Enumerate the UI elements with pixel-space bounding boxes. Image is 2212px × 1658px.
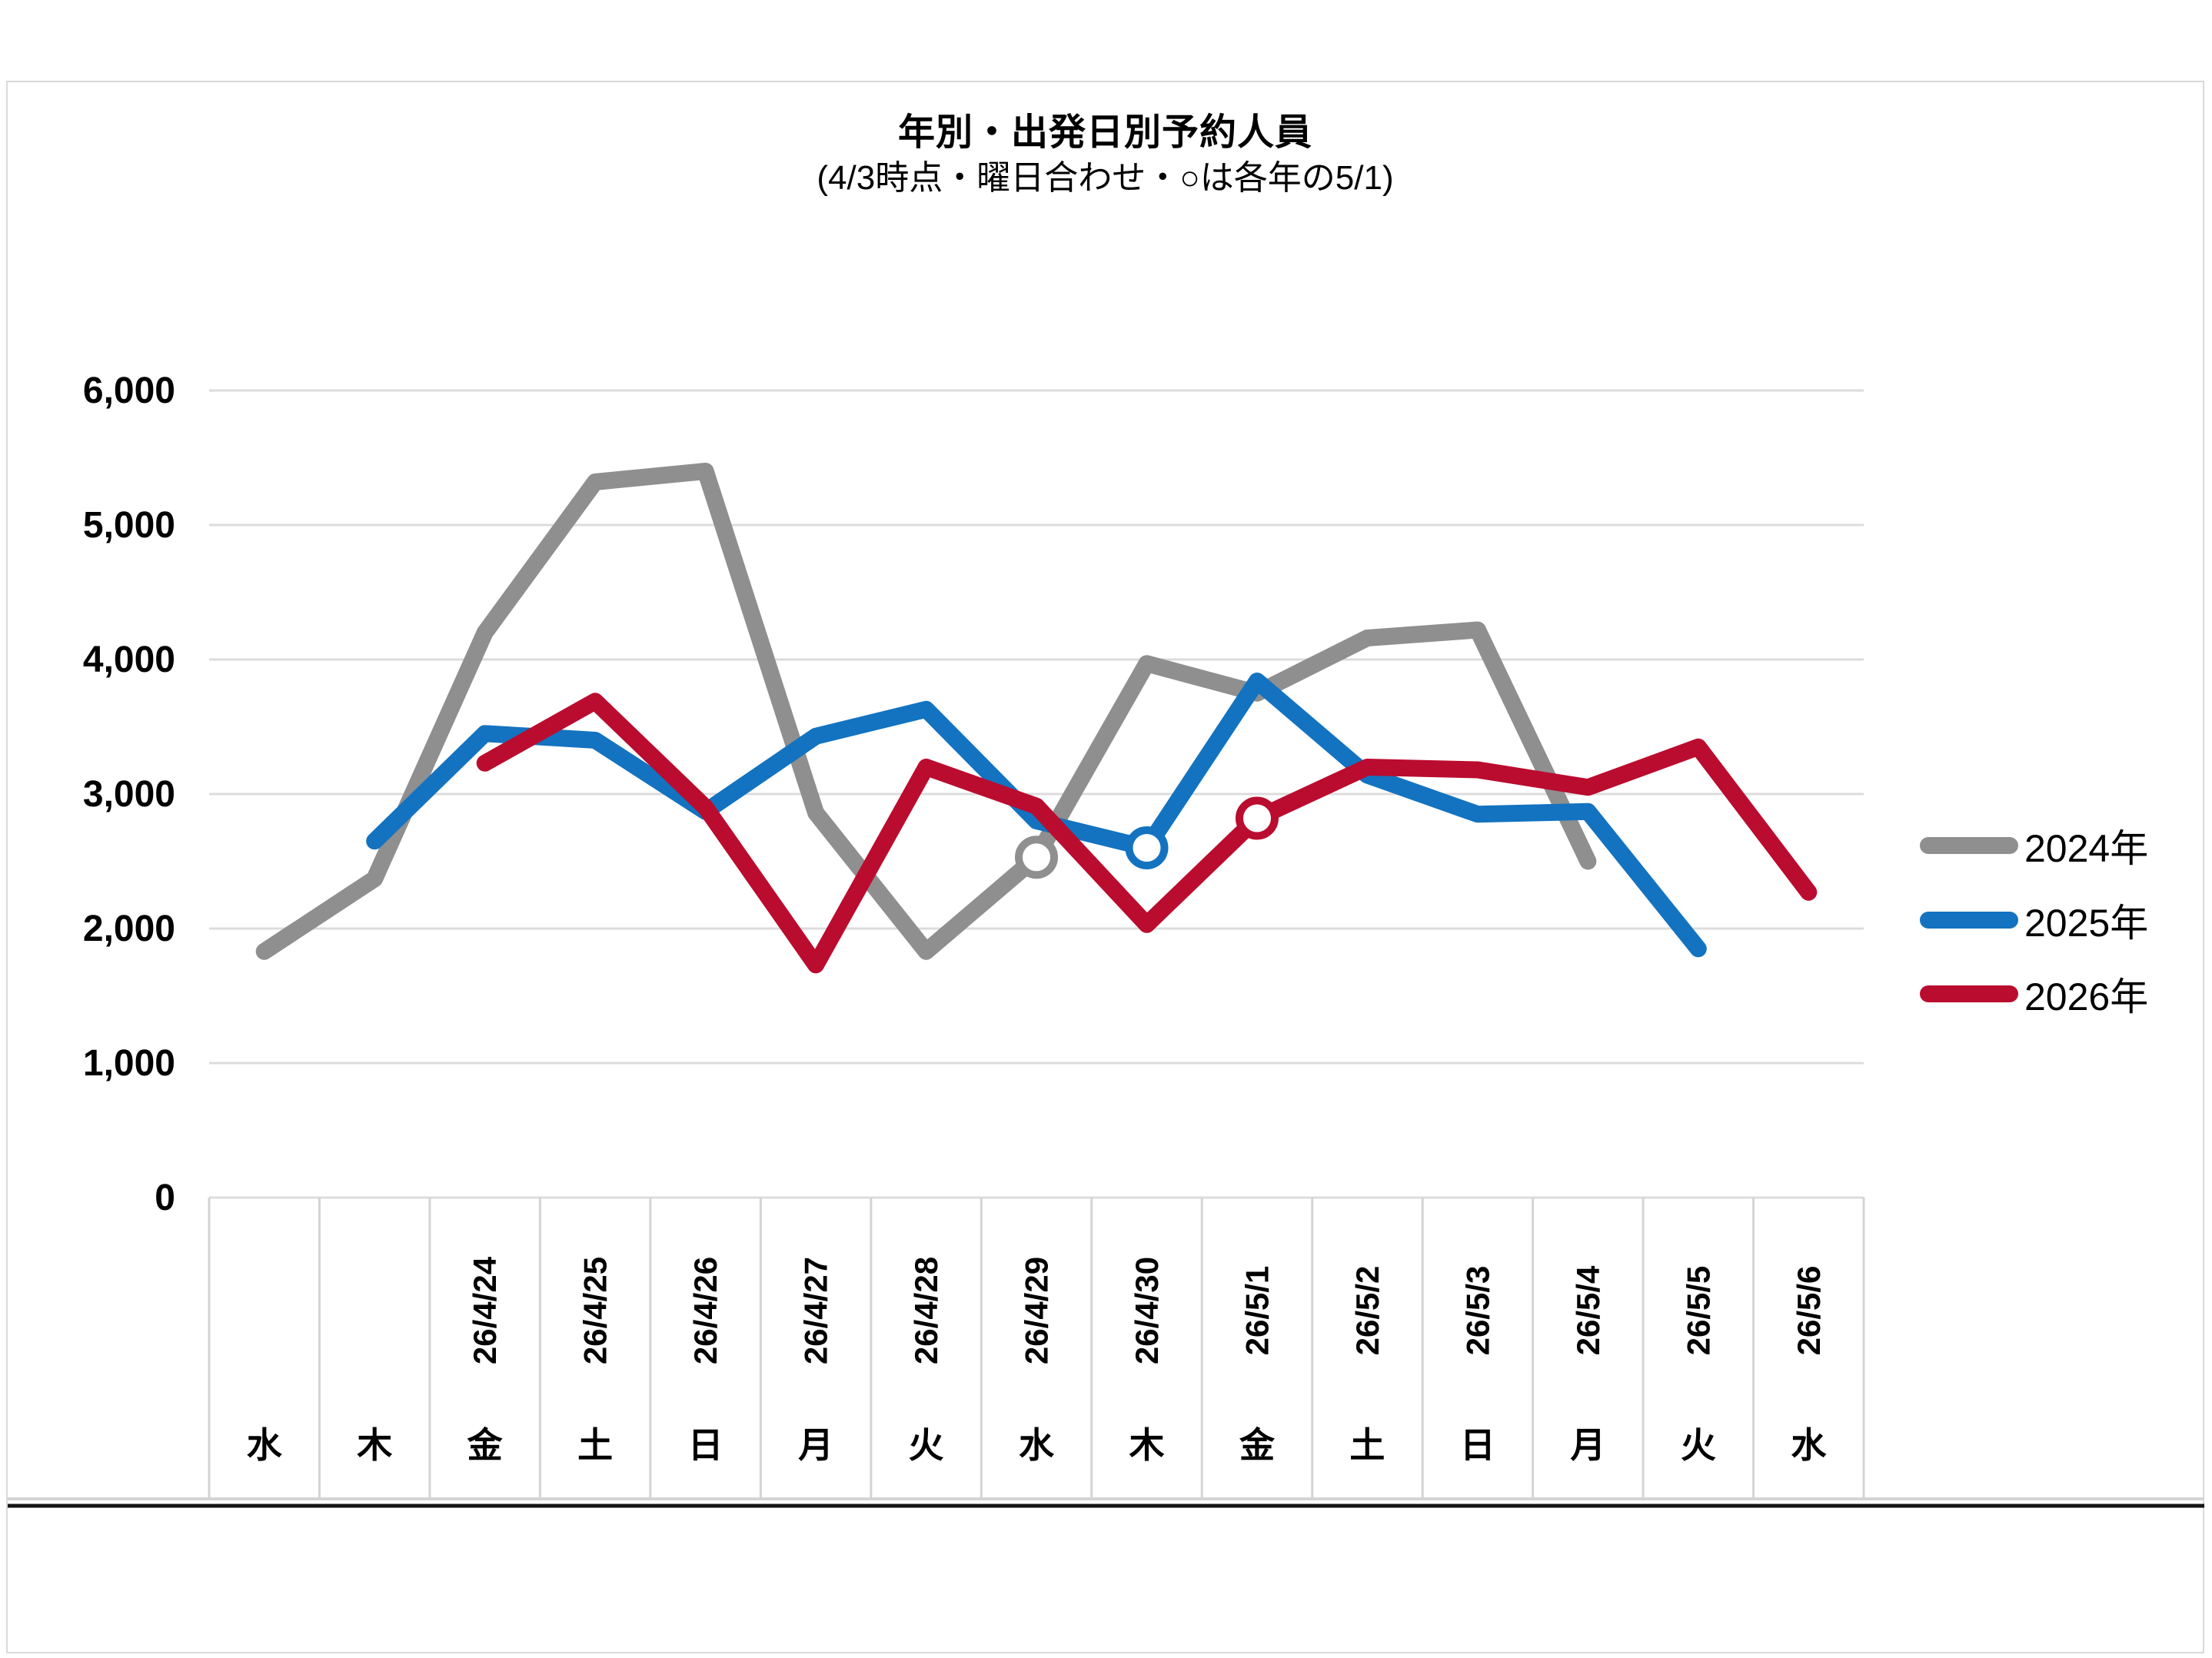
y-tick-label: 5,000 — [83, 505, 175, 546]
x-date-label: 26/5/1 — [1239, 1266, 1275, 1356]
y-tick-label: 4,000 — [83, 640, 175, 680]
y-tick-label: 0 — [155, 1178, 175, 1218]
x-day-label: 水 — [247, 1425, 283, 1465]
series-line-2024年 — [255, 463, 1597, 960]
may1-marker-2026年 — [1235, 796, 1279, 840]
x-day-label: 水 — [1019, 1425, 1055, 1465]
series-line-2025年 — [366, 673, 1707, 958]
x-day-label: 日 — [688, 1425, 723, 1465]
series-line-2026年 — [476, 693, 1818, 974]
x-day-label: 土 — [577, 1425, 613, 1465]
x-day-label: 土 — [1349, 1425, 1385, 1465]
x-date-label: 26/5/3 — [1459, 1266, 1495, 1356]
x-date-label: 26/4/29 — [1019, 1257, 1055, 1364]
y-tick-label: 1,000 — [83, 1043, 175, 1084]
x-day-label: 月 — [1570, 1425, 1605, 1465]
x-date-label: 26/4/25 — [577, 1257, 614, 1364]
y-tick-label: 2,000 — [83, 909, 175, 949]
x-date-label: 26/4/27 — [798, 1257, 834, 1364]
y-tick-label: 3,000 — [83, 774, 175, 815]
x-day-label: 火 — [909, 1425, 944, 1465]
x-day-label: 日 — [1460, 1425, 1495, 1465]
x-date-label: 26/4/24 — [467, 1256, 503, 1364]
x-day-label: 木 — [357, 1425, 392, 1465]
x-date-label: 26/4/30 — [1129, 1257, 1165, 1364]
x-day-label: 火 — [1681, 1425, 1716, 1465]
may1-marker-2025年 — [1125, 826, 1169, 869]
x-date-label: 26/4/26 — [687, 1257, 723, 1364]
y-tick-label: 6,000 — [83, 370, 175, 411]
x-day-label: 水 — [1791, 1425, 1827, 1465]
x-day-label: 木 — [1129, 1425, 1164, 1465]
x-date-label: 26/5/4 — [1570, 1265, 1606, 1355]
chart-subtitle: (4/3時点・曜日合わせ・○は各年の5/1) — [817, 159, 1394, 197]
may1-marker-2024年 — [1015, 836, 1059, 879]
x-date-label: 26/5/5 — [1680, 1266, 1716, 1356]
x-day-label: 金 — [1239, 1425, 1276, 1465]
x-day-label: 金 — [467, 1425, 504, 1465]
x-date-label: 26/5/6 — [1791, 1266, 1827, 1356]
x-day-label: 月 — [798, 1425, 833, 1465]
x-date-label: 26/4/28 — [908, 1257, 944, 1364]
chart-title: 年別・出発日別予約人員 — [897, 112, 1312, 153]
x-date-label: 26/5/2 — [1349, 1266, 1385, 1356]
